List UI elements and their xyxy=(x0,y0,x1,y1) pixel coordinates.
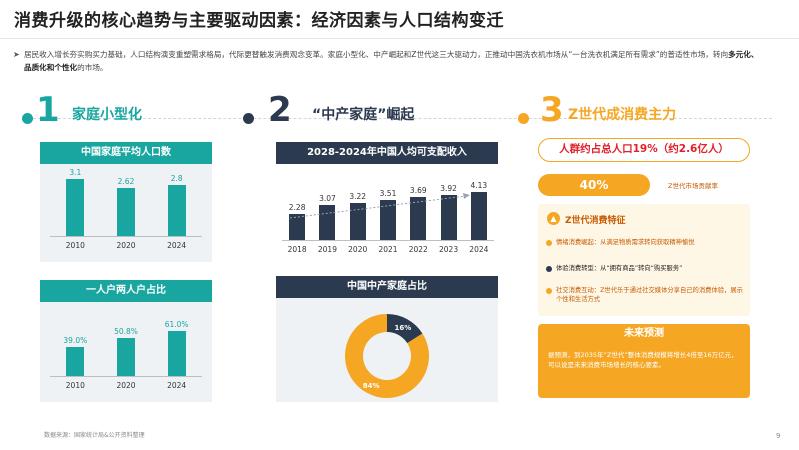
chart-household-size-title: 中国家庭平均人口数 xyxy=(40,142,212,164)
chart-value-label: 3.1 xyxy=(69,168,82,178)
chart-category-label: 2010 xyxy=(65,241,85,250)
chart-value-label: 39.0% xyxy=(63,336,88,346)
chart-category-label: 2020 xyxy=(116,241,136,250)
chart-bar xyxy=(319,204,336,240)
feature-bullet-1 xyxy=(546,240,552,246)
chart-middle-class-pie: 16% 84% xyxy=(345,314,429,398)
chart-category-label: 2020 xyxy=(116,381,136,390)
chart-category-label: 2024 xyxy=(167,381,187,390)
chart-bar xyxy=(66,179,85,236)
market-contribution-value: 40% xyxy=(538,174,650,196)
chart-bar xyxy=(349,202,366,240)
feature-item-1: 情绪消费崛起：从满足物质需求转向获取精神愉悦 xyxy=(556,239,695,246)
chart-bar xyxy=(289,213,306,240)
chart-middle-class-title: 中国中产家庭占比 xyxy=(276,276,498,298)
bullet-arrow-icon: ➤ xyxy=(13,50,20,59)
feature-item-2: 体验消费转型：从“拥有商品”转向“购买服务” xyxy=(556,265,683,272)
feature-item-3: 社交消费互动：Z世代乐于通过社交媒体分享自己的消费体验，展示个性和生活方式 xyxy=(556,287,743,303)
section1-title: 家庭小型化 xyxy=(72,107,142,123)
trend-arrowhead xyxy=(463,193,470,199)
pie-slice-1 xyxy=(345,314,429,398)
data-source: 数据来源：国家统计局&公开资料整理 xyxy=(44,432,145,439)
chart-value-label: 50.8% xyxy=(114,327,138,337)
chart-bar xyxy=(117,188,135,236)
market-contribution-label: Z世代市场贡献率 xyxy=(668,182,718,190)
chart-small-household-title: 一人户两人户占比 xyxy=(40,280,212,302)
chart-bar xyxy=(470,192,487,240)
chart-category-label: 2019 xyxy=(317,245,337,254)
chart-bar xyxy=(167,184,186,236)
chart-value-label: 4.13 xyxy=(470,181,488,191)
section3-title: Z世代成消费主力 xyxy=(568,107,677,123)
page-title: 消费升级的核心趋势与主要驱动因素：经济因素与人口结构变迁 xyxy=(14,11,504,31)
chart-category-label: 2023 xyxy=(439,245,459,254)
intro-highlight: 多元化、品质化和个性化 xyxy=(24,50,759,72)
pie-label-0: 16% xyxy=(395,324,412,332)
timeline-dot-2 xyxy=(243,113,254,124)
feature-bullet-2 xyxy=(546,266,552,272)
chart-bar xyxy=(410,197,427,240)
chart-category-label: 2018 xyxy=(287,245,307,254)
chart-income-title: 2028-2024年中国人均可支配收入 xyxy=(276,142,498,164)
chart-category-label: 2024 xyxy=(167,241,187,250)
chart-value-label: 61.0% xyxy=(164,319,189,329)
chart-bar xyxy=(117,338,135,376)
pie-slice-0 xyxy=(387,314,423,344)
chart-category-label: 2010 xyxy=(65,381,85,390)
features-box xyxy=(538,204,750,316)
title-divider xyxy=(0,38,799,39)
timeline-line xyxy=(28,118,772,119)
intro-paragraph: ➤ 居民收入增长夯实购买力基础，人口结构演变重塑需求格局，代际更替触发消费观念变… xyxy=(13,48,759,74)
lock-icon: ▲ xyxy=(547,212,560,225)
chart-value-label: 2.8 xyxy=(170,173,183,183)
chart-value-label: 3.51 xyxy=(379,188,397,198)
chart-value-label: 3.92 xyxy=(440,183,457,193)
section2-title: “中产家庭”崛起 xyxy=(312,107,415,123)
feature-bullet-3 xyxy=(546,288,552,294)
intro-text: 居民收入增长夯实购买力基础，人口结构演变重塑需求格局，代际更替触发消费观念变革。… xyxy=(24,50,729,59)
timeline-dot-1 xyxy=(22,113,33,124)
chart-category-label: 2021 xyxy=(378,245,398,254)
chart-baseline xyxy=(282,240,494,241)
chart-value-label: 2.62 xyxy=(117,177,135,187)
timeline-dot-3 xyxy=(518,113,529,124)
section1-number: 1 xyxy=(36,90,60,130)
chart-value-label: 3.69 xyxy=(409,186,427,196)
chart-bar xyxy=(66,347,85,376)
chart-bar xyxy=(440,194,457,240)
chart-value-label: 2.28 xyxy=(288,202,306,212)
page-number: 9 xyxy=(776,432,781,440)
chart-category-label: 2022 xyxy=(408,245,428,254)
forecast-text: 据预测，到2035年“Z世代”整体消费规模将增长4倍至16万亿元，可以说是未来消… xyxy=(538,344,750,398)
chart-baseline xyxy=(50,236,202,237)
chart-category-label: 2020 xyxy=(348,245,368,254)
intro-end: 的市场。 xyxy=(77,63,108,72)
pie-label-1: 84% xyxy=(363,382,380,390)
chart-bar xyxy=(167,330,186,376)
forecast-title: 未来预测 xyxy=(538,324,750,344)
population-share-tag: 人群约占总人口19%（约2.6亿人） xyxy=(538,138,750,162)
section3-number: 3 xyxy=(540,90,564,130)
section2-number: 2 xyxy=(268,90,292,130)
chart-baseline xyxy=(50,376,202,377)
chart-category-label: 2024 xyxy=(469,245,489,254)
features-title: Z世代消费特征 xyxy=(565,216,626,226)
chart-bar xyxy=(380,199,396,240)
